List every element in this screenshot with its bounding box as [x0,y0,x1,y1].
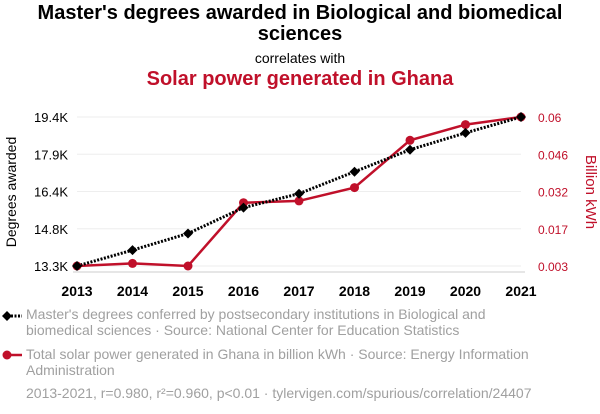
y2-tick-label: 0.06 [538,111,562,125]
degrees-point [405,144,415,155]
x-tick-label: 2017 [283,283,314,299]
y-tick-label: 17.9K [34,147,68,162]
x-tick-label: 2020 [450,283,481,299]
degrees-point [183,228,193,239]
y-tick-label: 14.8K [34,222,68,237]
degrees-point [516,112,526,122]
x-tick-label: 2015 [172,283,203,299]
x-tick-label: 2019 [394,283,425,299]
y2-tick-label: 0.046 [538,148,568,162]
legend-marker-solar [2,350,12,360]
solar-point [350,183,359,193]
x-tick-label: 2018 [339,283,370,299]
solar-point [461,120,470,130]
y-tick-label: 19.4K [34,110,68,125]
degrees-point [238,202,249,213]
solar-point [405,135,415,145]
degrees-point [127,245,138,256]
degrees-point [294,188,304,199]
degrees-point [349,166,360,177]
footer: 2013-2021, r=0.980, r²=0.960, p<0.01 · t… [26,385,532,401]
y-tick-label: 13.3K [34,259,68,274]
legend-label-1: Master's degrees conferred by postsecond… [26,306,486,338]
legend-label-2: Total solar power generated in Ghana in … [26,346,529,378]
correlates-label: correlates with [254,50,346,66]
y2-axis-label: Billion kWh [582,155,599,229]
solar-point [294,196,304,206]
solar-point [183,261,193,271]
x-tick-label: 2014 [117,283,148,299]
chart-title-2: Solar power generated in Ghana [146,68,454,90]
series-line-degrees [76,115,522,268]
x-tick-label: 2016 [228,283,259,299]
legend-marker-degrees [2,311,12,321]
y2-tick-label: 0.003 [538,260,568,274]
degrees-point [72,261,82,271]
y-tick-label: 16.4K [34,185,68,200]
legend-item-2: Total solar power generated in Ghana in … [26,346,546,378]
degrees-point [460,127,471,138]
y-axis-label: Degrees awarded [3,137,19,248]
y2-tick-label: 0.017 [538,223,568,237]
y2-tick-label: 0.032 [538,186,568,200]
x-tick-label: 2021 [505,283,536,299]
x-tick-label: 2013 [61,283,92,299]
chart-title: Master's degrees awarded in Biological a… [37,2,563,45]
legend-item-1: Master's degrees conferred by postsecond… [26,306,546,338]
solar-point [128,258,137,268]
